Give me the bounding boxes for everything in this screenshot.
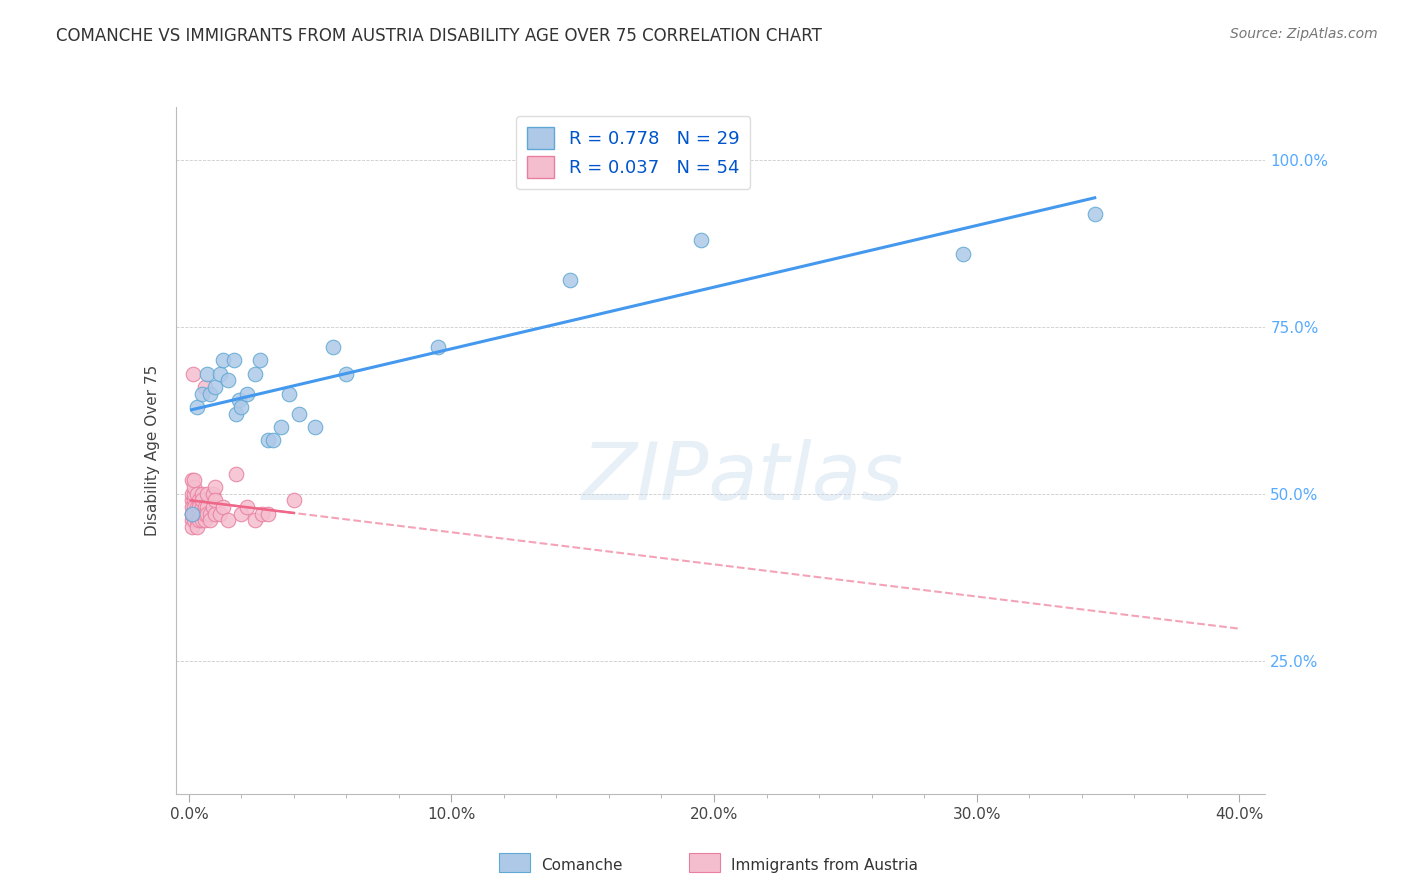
Point (283, 493, 305, 508)
Point (180, 500, 202, 515)
Point (180, 507, 202, 521)
Point (186, 400, 208, 414)
Point (180, 507, 202, 521)
Point (180, 507, 202, 521)
Point (322, 340, 344, 354)
Point (194, 513, 217, 527)
FancyBboxPatch shape (689, 853, 720, 872)
Point (222, 353, 245, 368)
Point (186, 520, 208, 534)
Point (262, 434, 284, 448)
Point (225, 467, 247, 481)
Point (183, 507, 205, 521)
Point (225, 407, 247, 421)
Text: Source: ZipAtlas.com: Source: ZipAtlas.com (1230, 27, 1378, 41)
Point (335, 367, 357, 381)
Y-axis label: Disability Age Over 75: Disability Age Over 75 (145, 365, 160, 536)
Point (183, 513, 205, 527)
Point (212, 500, 235, 515)
Point (183, 480, 205, 494)
Text: Immigrants from Austria: Immigrants from Austria (731, 858, 918, 872)
Point (180, 474, 202, 488)
Point (194, 380, 217, 394)
Point (191, 487, 214, 501)
Point (204, 380, 226, 394)
Text: Comanche: Comanche (541, 858, 623, 872)
Point (243, 513, 266, 527)
Point (188, 493, 211, 508)
Point (198, 513, 221, 527)
Point (188, 513, 211, 527)
Point (243, 367, 266, 381)
Point (186, 500, 208, 515)
Point (231, 400, 253, 414)
Point (252, 507, 274, 521)
Point (270, 420, 292, 434)
Point (183, 493, 205, 508)
Point (191, 386, 214, 401)
Point (180, 513, 202, 527)
Point (183, 474, 205, 488)
Point (204, 493, 226, 508)
Point (212, 353, 235, 368)
Point (427, 340, 450, 354)
Point (256, 507, 278, 521)
Point (228, 393, 250, 408)
Point (195, 367, 218, 381)
Point (188, 507, 211, 521)
Text: COMANCHE VS IMMIGRANTS FROM AUSTRIA DISABILITY AGE OVER 75 CORRELATION CHART: COMANCHE VS IMMIGRANTS FROM AUSTRIA DISA… (56, 27, 823, 45)
Point (231, 507, 253, 521)
Point (181, 367, 204, 381)
Point (194, 507, 217, 521)
Point (217, 374, 239, 388)
Point (952, 246, 974, 260)
Point (191, 513, 214, 527)
Point (180, 487, 202, 501)
Point (689, 234, 711, 248)
Point (201, 487, 224, 501)
Point (180, 520, 202, 534)
Point (191, 493, 214, 508)
Point (1084, 207, 1107, 221)
Point (186, 513, 208, 527)
Point (209, 367, 232, 381)
Point (191, 500, 214, 515)
Point (204, 507, 226, 521)
Point (209, 507, 232, 521)
Point (256, 434, 278, 448)
Point (188, 500, 211, 515)
Legend: R = 0.778   N = 29, R = 0.037   N = 54: R = 0.778 N = 29, R = 0.037 N = 54 (516, 116, 751, 189)
Point (186, 487, 208, 501)
Point (304, 420, 326, 434)
Text: ZIPatlas: ZIPatlas (581, 439, 904, 517)
FancyBboxPatch shape (499, 853, 530, 872)
Point (558, 273, 581, 287)
Point (217, 513, 239, 527)
Point (201, 500, 224, 515)
Point (288, 407, 311, 421)
Point (183, 487, 205, 501)
Point (235, 386, 257, 401)
Point (195, 507, 218, 521)
Point (249, 353, 271, 368)
Point (186, 507, 208, 521)
Point (277, 386, 299, 401)
Point (183, 500, 205, 515)
Point (191, 507, 214, 521)
Point (180, 493, 202, 508)
Point (198, 507, 221, 521)
Point (195, 487, 218, 501)
Point (194, 500, 217, 515)
Point (235, 500, 257, 515)
Point (195, 500, 218, 515)
Point (198, 386, 221, 401)
Point (204, 480, 226, 494)
